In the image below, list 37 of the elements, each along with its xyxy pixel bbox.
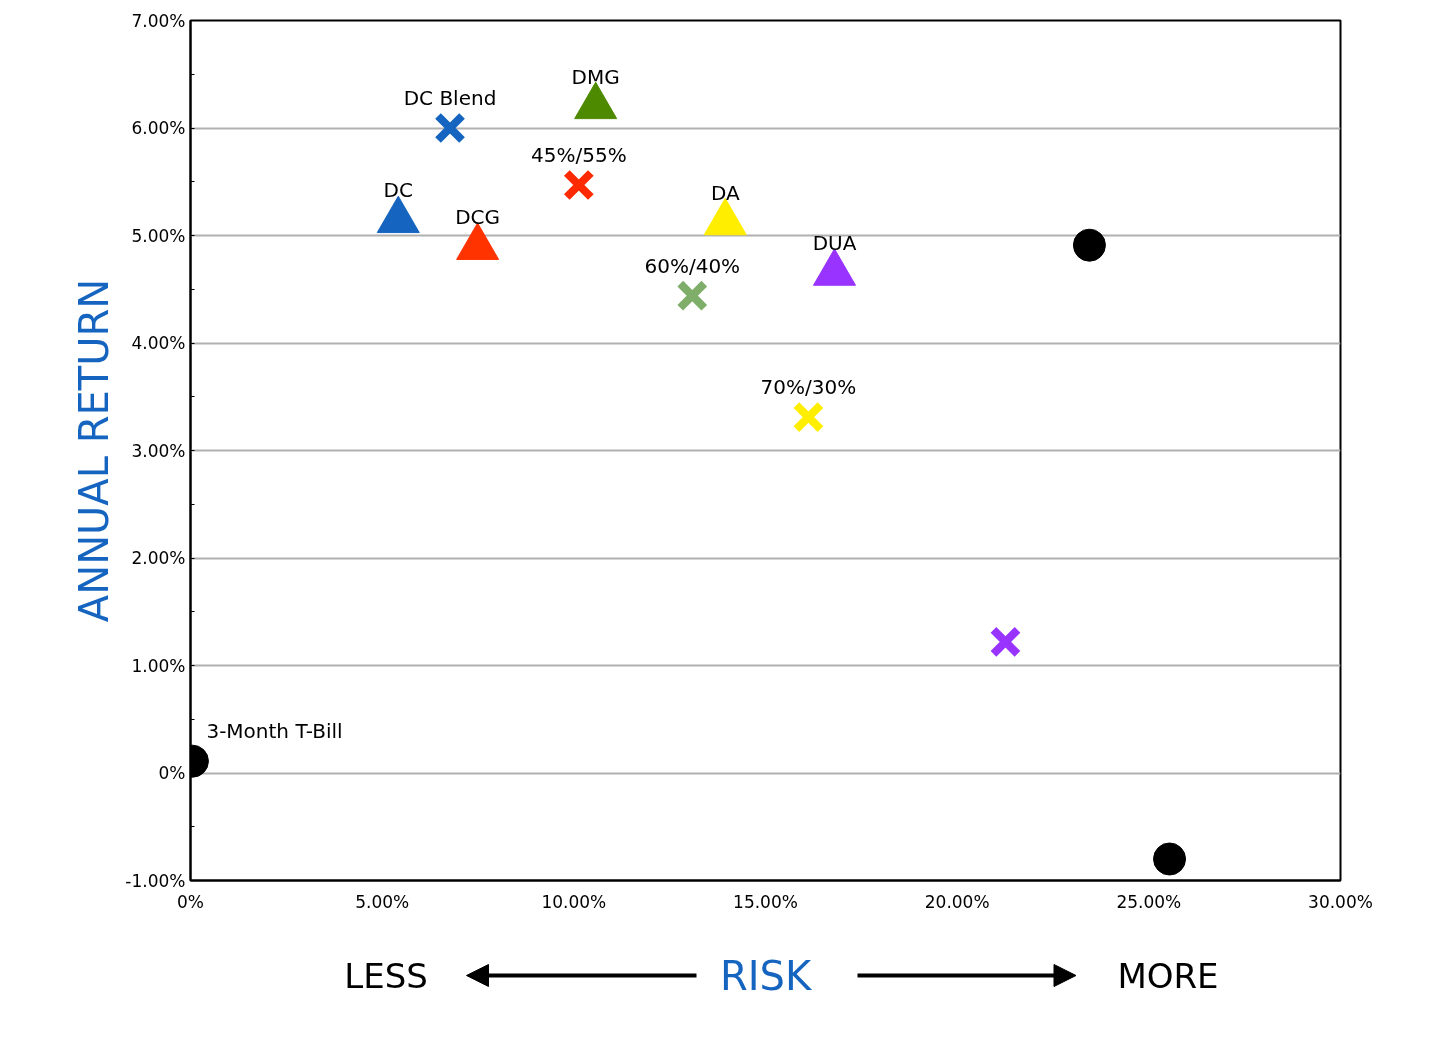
x-tick-label: 20.00% [924, 891, 990, 912]
series-label: 70%/30% [760, 375, 857, 400]
x-tick-label: 15.00% [733, 891, 798, 912]
series-label: DC [383, 178, 413, 203]
y-tick-label: 7.00% [131, 10, 186, 31]
y-axis-title: ANNUAL RETURN [71, 278, 118, 623]
y-tick-label: 1.00% [131, 655, 186, 676]
series-label: 45%/55% [530, 142, 627, 167]
point [1153, 842, 1187, 876]
x-tick-label: 0% [177, 891, 204, 912]
y-tick-label: 6.00% [131, 118, 186, 138]
y-tick-label: 3.00% [131, 440, 186, 461]
text: MORE [1117, 955, 1219, 996]
series-label: DA [710, 180, 740, 205]
point [792, 401, 825, 434]
x-tick-label: 10.00% [541, 891, 607, 912]
x-tick-label: 30.00% [1308, 891, 1373, 912]
series-label: 3-Month T-Bill [206, 719, 343, 744]
y-tick-label: 5.00% [131, 225, 186, 246]
y-tick-label: 4.00% [131, 333, 186, 353]
point [1072, 228, 1106, 262]
point [676, 279, 709, 312]
series-label: DC Blend [403, 86, 497, 110]
text: LESS [344, 955, 428, 996]
series-label: 60%/40% [644, 253, 741, 278]
y-tick-label: 0% [158, 763, 186, 783]
point [562, 168, 595, 201]
y-tick-label: -1.00% [125, 870, 186, 891]
series-label: DUA [812, 231, 857, 256]
series-label: DMG [571, 64, 620, 89]
x-tick-label: 25.00% [1116, 891, 1182, 912]
x-axis-title: RISK [719, 952, 813, 999]
point [989, 625, 1022, 658]
series-label: DCG [455, 205, 501, 230]
point [434, 111, 467, 145]
y-tick-label: 2.00% [131, 548, 186, 568]
x-tick-label: 5.00% [355, 891, 410, 912]
